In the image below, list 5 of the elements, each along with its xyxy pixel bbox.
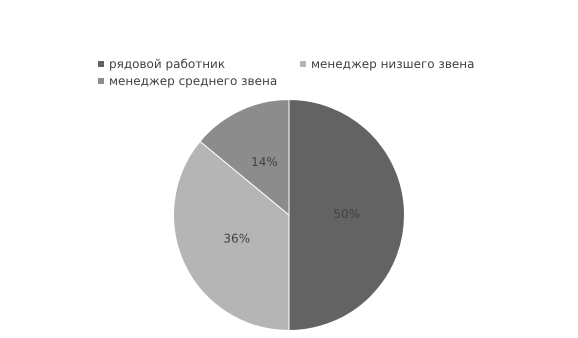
data-label: 14% [251, 154, 278, 169]
legend-label: менеджер среднего звена [109, 74, 278, 88]
data-label: 36% [223, 232, 250, 246]
legend-label: менеджер низшего звена [311, 56, 474, 70]
legend-label: рядовой работник [109, 56, 226, 70]
